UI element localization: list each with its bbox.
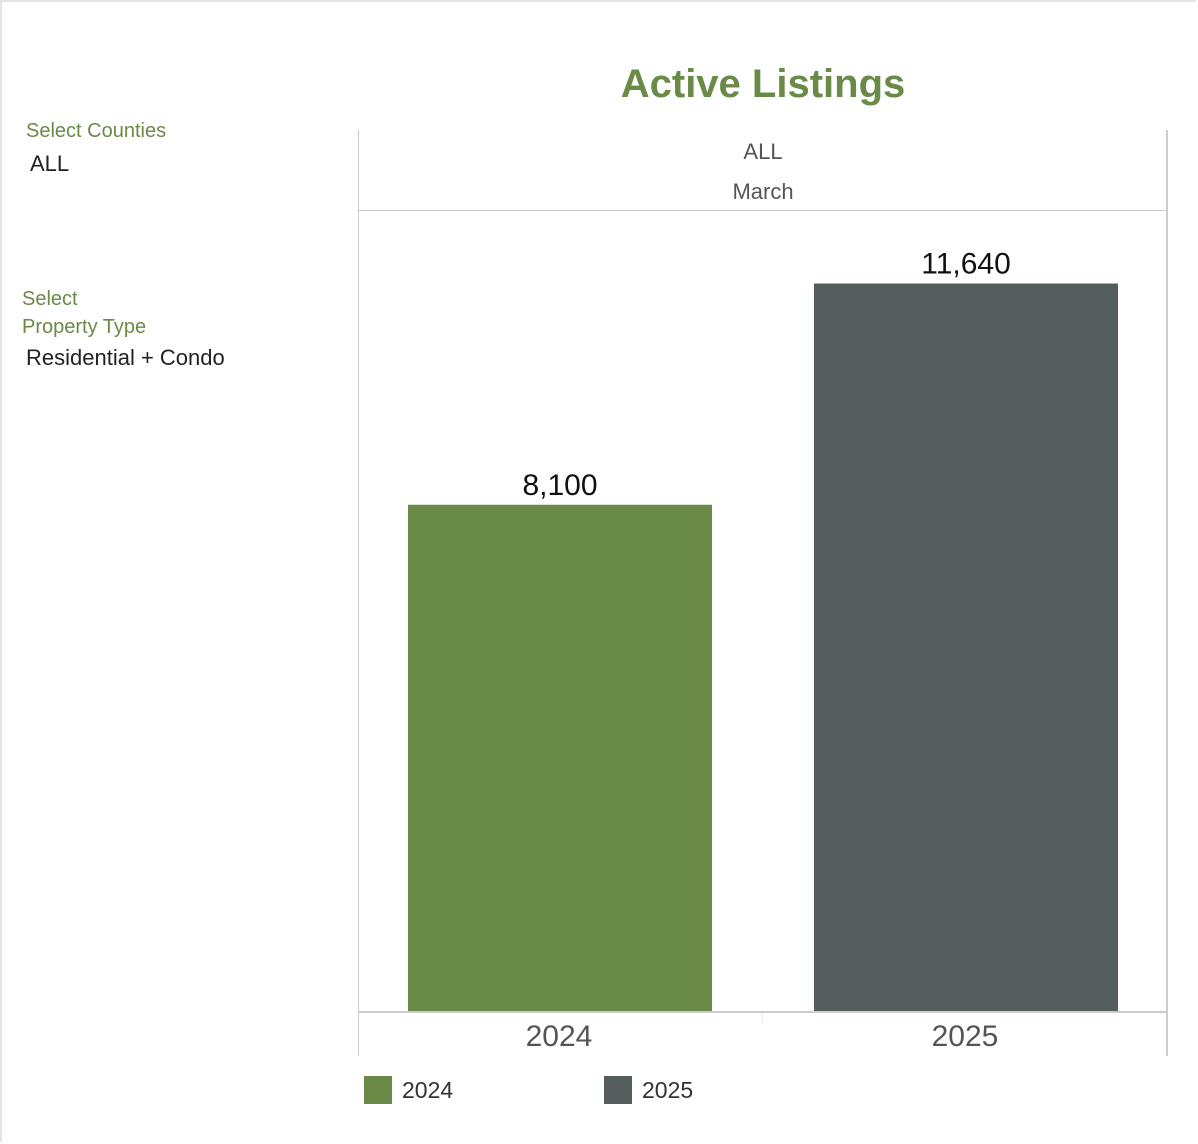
select-property-type-label-2: Property Type: [22, 316, 147, 338]
legend-swatch-2024: [364, 1076, 392, 1104]
select-property-type-label-1: Select: [22, 288, 78, 310]
header-month: March: [732, 179, 794, 204]
legend-item-2025: 2025: [604, 1076, 693, 1104]
header-county: ALL: [743, 139, 783, 164]
bar-2025[interactable]: [814, 283, 1118, 1012]
legend-item-2024: 2024: [364, 1076, 453, 1104]
x-tick-2025: 2025: [931, 1020, 999, 1053]
select-counties-value[interactable]: ALL: [30, 151, 70, 176]
legend-swatch-2025: [604, 1076, 632, 1104]
legend-label-2025: 2025: [642, 1076, 694, 1103]
chart-title: Active Listings: [620, 62, 906, 106]
chart-panel: [358, 130, 1168, 1056]
x-axis-divider: [762, 1013, 763, 1023]
bar-2024[interactable]: [408, 504, 712, 1011]
x-axis-line: [358, 1011, 1168, 1013]
legend-label-2024: 2024: [402, 1076, 454, 1103]
header-divider: [358, 210, 1168, 211]
x-tick-2024: 2024: [525, 1020, 593, 1053]
select-counties-label: Select Counties: [26, 120, 167, 142]
select-property-type-value[interactable]: Residential + Condo: [26, 345, 225, 370]
data-label-2024: 8,100: [522, 469, 597, 502]
data-label-2025: 11,640: [921, 248, 1011, 281]
